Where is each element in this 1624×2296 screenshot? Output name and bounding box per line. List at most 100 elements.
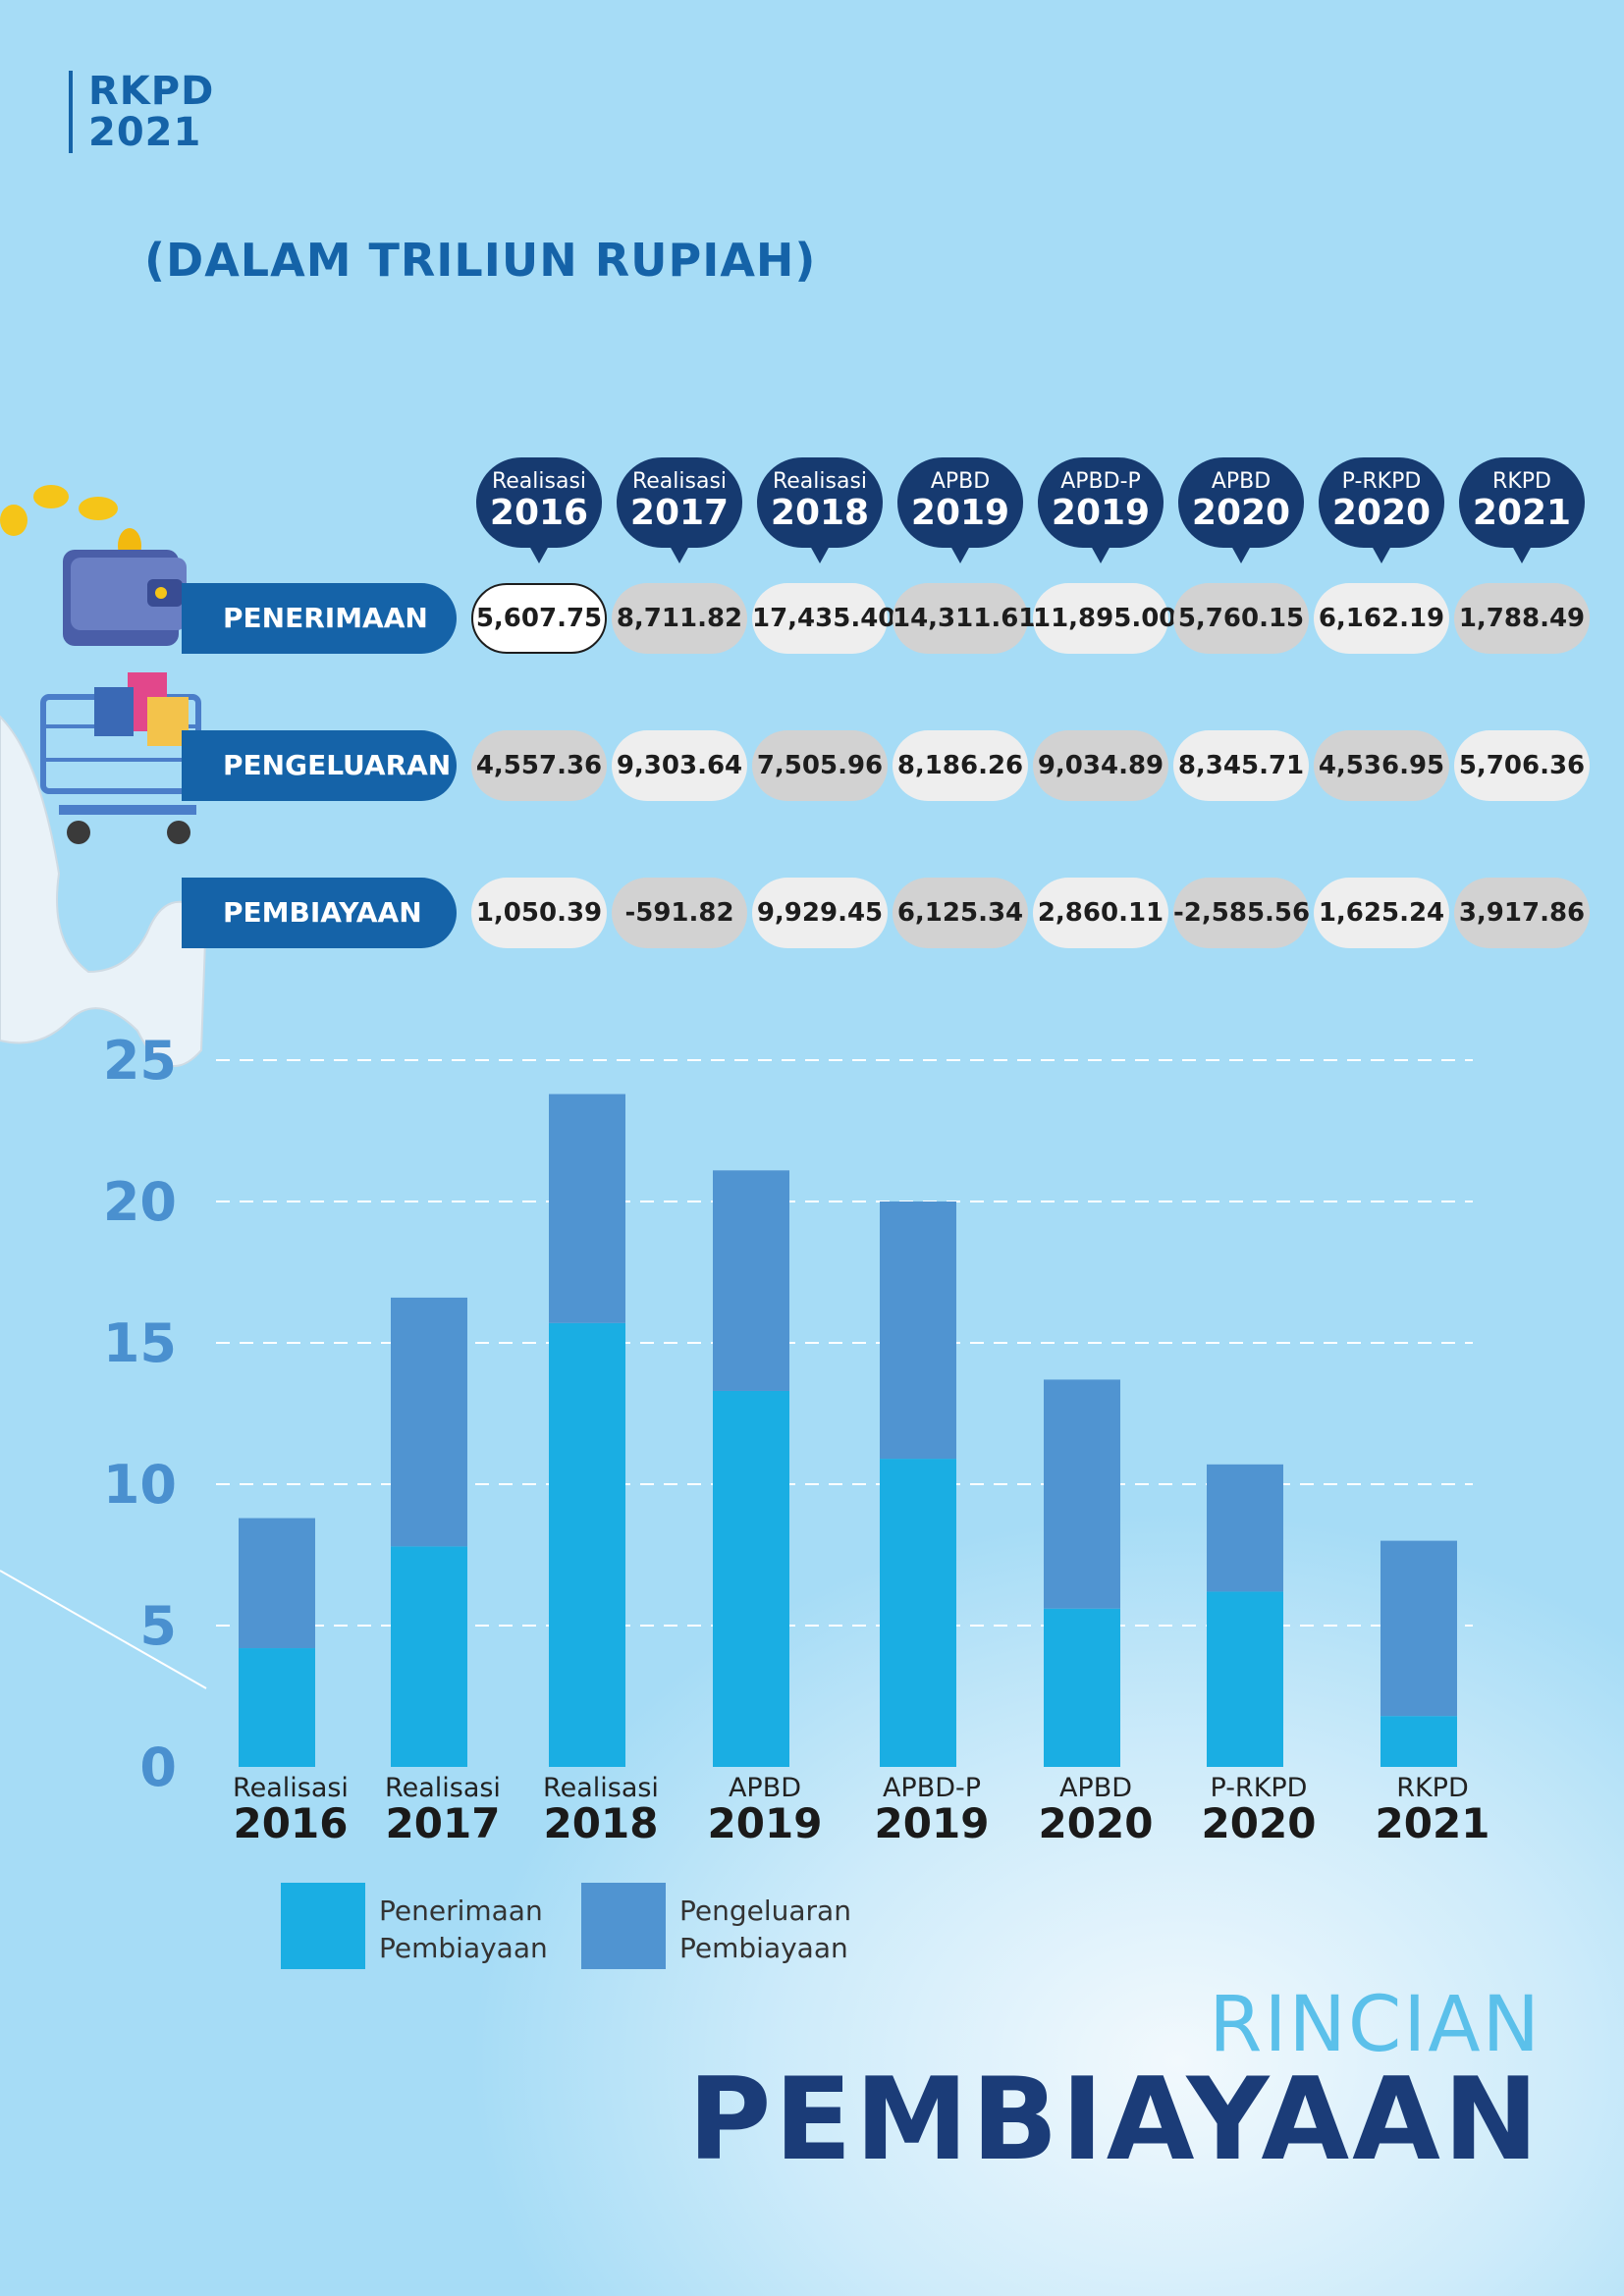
column-header-year: 2018 (770, 493, 870, 533)
table-cell: 7,505.96 (752, 730, 888, 801)
column-header-label: APBD (1211, 469, 1272, 494)
column-header-label: RKPD (1492, 469, 1551, 494)
x-tick-label: Realisasi (543, 1773, 659, 1803)
bar-pengeluaran (549, 1094, 625, 1323)
bar-penerimaan (391, 1546, 467, 1767)
column-header: P-RKPD 2020 (1319, 457, 1444, 563)
column-header-label: Realisasi (772, 469, 868, 494)
x-tick-label: RKPD (1396, 1773, 1469, 1803)
row-label-penerimaan: PENERIMAAN (182, 583, 457, 654)
x-tick-label: Realisasi (385, 1773, 501, 1803)
table-cell: 9,034.89 (1033, 730, 1168, 801)
table-cell: -2,585.56 (1173, 878, 1310, 948)
bar-pengeluaran (239, 1518, 315, 1649)
x-tick-year: 2017 (386, 1799, 501, 1847)
table-cell: 14,311.61 (893, 583, 1036, 654)
title-line1: RINCIAN (1209, 1981, 1542, 2069)
y-tick-label: 20 (103, 1171, 177, 1233)
bar-penerimaan (1207, 1591, 1283, 1767)
x-tick-label: APBD-P (883, 1773, 981, 1803)
x-tick-year: 2018 (544, 1799, 659, 1847)
table-cell: 1,625.24 (1314, 878, 1449, 948)
bar-penerimaan (239, 1648, 315, 1767)
decorative-line (0, 1570, 207, 1689)
column-header: Realisasi 2018 (757, 457, 883, 563)
stacked-bar-chart: 0510152025Realisasi2016Realisasi2017Real… (103, 1030, 1490, 1847)
x-tick-year: 2019 (708, 1799, 823, 1847)
legend-label-line1: Pengeluaran (679, 1895, 851, 1927)
table-cell: 2,860.11 (1033, 878, 1168, 948)
y-tick-label: 15 (103, 1312, 177, 1374)
column-header-year: 2021 (1472, 493, 1572, 533)
legend-label-line1: Penerimaan (379, 1895, 543, 1927)
x-tick-year: 2019 (875, 1799, 990, 1847)
table-cell: 11,895.00 (1033, 583, 1176, 654)
column-header-label: Realisasi (491, 469, 587, 494)
x-tick-label: APBD (729, 1773, 801, 1803)
column-header-label: APBD (930, 469, 991, 494)
table-cell: 5,607.75 (471, 583, 607, 654)
x-tick-label: APBD (1059, 1773, 1132, 1803)
column-header-label: Realisasi (631, 469, 728, 494)
column-header: Realisasi 2016 (476, 457, 602, 563)
receipt-paper (0, 715, 208, 1067)
row-label-pengeluaran: PENGELUARAN (182, 730, 457, 801)
y-tick-label: 0 (139, 1736, 177, 1798)
table-cell: 9,929.45 (752, 878, 888, 948)
y-tick-label: 5 (139, 1595, 177, 1657)
table-cell: 3,917.86 (1454, 878, 1590, 948)
column-header: APBD 2020 (1178, 457, 1304, 563)
bar-penerimaan (1380, 1716, 1457, 1767)
legend-label-line2: Pembiayaan (379, 1932, 548, 1964)
column-header-year: 2017 (629, 493, 730, 533)
table-cell: 1,788.49 (1454, 583, 1590, 654)
column-header: APBD-P 2019 (1038, 457, 1164, 563)
table-cell: 6,162.19 (1314, 583, 1449, 654)
x-tick-label: P-RKPD (1211, 1773, 1308, 1803)
table-cell: 4,536.95 (1314, 730, 1449, 801)
bar-penerimaan (880, 1459, 956, 1767)
x-tick-year: 2020 (1202, 1799, 1317, 1847)
table-cell: 8,186.26 (893, 730, 1028, 801)
row-label-pembiayaan: PEMBIAYAAN (182, 878, 457, 948)
legend-swatch (281, 1883, 365, 1969)
column-header: APBD 2019 (897, 457, 1023, 563)
column-header-year: 2019 (1051, 493, 1151, 533)
column-header-year: 2020 (1191, 493, 1291, 533)
y-tick-label: 25 (103, 1030, 177, 1092)
column-header-year: 2020 (1331, 493, 1432, 533)
table-cell: 4,557.36 (471, 730, 607, 801)
bar-pengeluaran (1044, 1379, 1120, 1609)
column-header-year: 2016 (489, 493, 589, 533)
x-tick-year: 2016 (234, 1799, 349, 1847)
y-tick-label: 10 (103, 1454, 177, 1516)
table-cell: 5,706.36 (1454, 730, 1590, 801)
bar-pengeluaran (1207, 1464, 1283, 1592)
bar-penerimaan (549, 1322, 625, 1767)
column-header-year: 2019 (910, 493, 1010, 533)
column-header: RKPD 2021 (1459, 457, 1585, 563)
table-cell: 17,435.40 (752, 583, 895, 654)
table-cell: 9,303.64 (612, 730, 747, 801)
legend-label-line2: Pembiayaan (679, 1932, 848, 1964)
table-cell: 6,125.34 (893, 878, 1028, 948)
column-header-label: P-RKPD (1341, 469, 1422, 494)
decorative-illustration (0, 485, 208, 1067)
table-cell: -591.82 (612, 878, 747, 948)
legend-swatch (581, 1883, 666, 1969)
x-tick-label: Realisasi (233, 1773, 349, 1803)
coin-icon (33, 485, 69, 508)
brand-line2: 2021 (88, 110, 202, 155)
x-tick-year: 2021 (1376, 1799, 1490, 1847)
bar-pengeluaran (391, 1297, 467, 1547)
table-cell: 5,760.15 (1173, 583, 1309, 654)
table-cell: 1,050.39 (471, 878, 607, 948)
bar-penerimaan (713, 1390, 789, 1767)
title-line2: PEMBIAYAAN (687, 2054, 1542, 2186)
table-cell: 8,345.71 (1173, 730, 1309, 801)
bar-pengeluaran (880, 1201, 956, 1460)
coin-icon (0, 505, 27, 536)
brand-mark: RKPD 2021 (69, 71, 214, 153)
bar-pengeluaran (1380, 1540, 1457, 1717)
